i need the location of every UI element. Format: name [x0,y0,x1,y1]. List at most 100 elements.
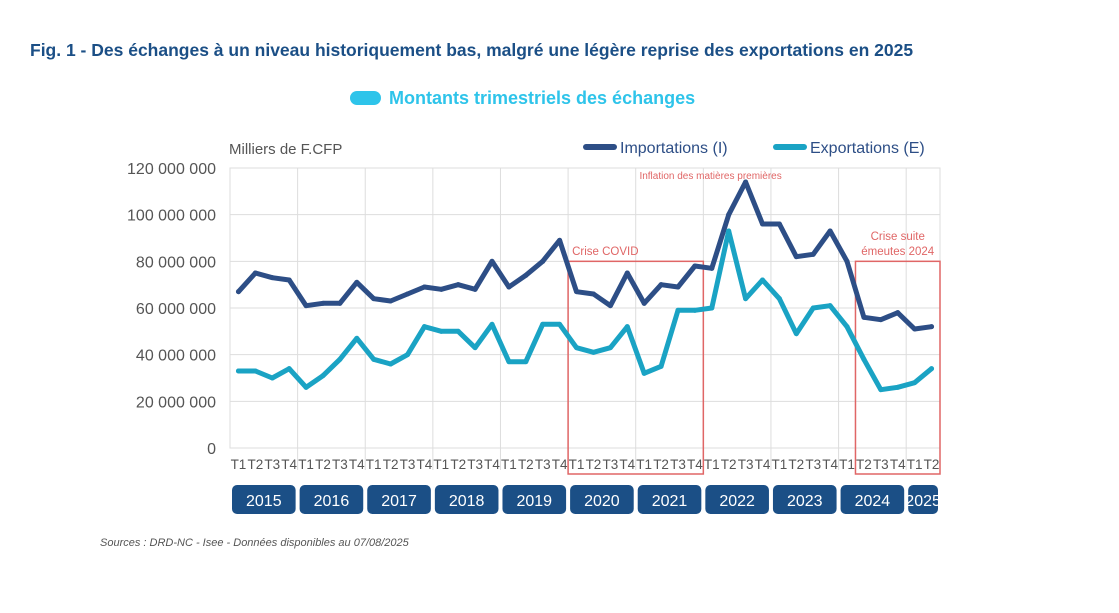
data-point [929,324,935,330]
data-point [303,303,309,309]
y-tick-label: 0 [207,441,216,458]
x-tick-label-quarter: T2 [856,457,872,472]
data-point [709,305,715,311]
data-point [844,324,850,330]
x-tick-label-quarter: T1 [636,457,652,472]
year-badge [705,485,769,514]
year-badge-label: 2023 [787,493,823,510]
annotation-box [567,260,705,475]
subtitle-text: Montants trimestriels des échanges [389,87,696,108]
data-point [844,258,850,264]
data-point [523,272,529,278]
data-point [658,363,664,369]
data-point [371,356,377,362]
x-tick-label-quarter: T3 [738,457,754,472]
data-point [895,384,901,390]
data-point [455,282,461,288]
y-tick-label: 80 000 000 [136,254,216,271]
data-point [472,286,478,292]
data-point [574,289,580,295]
data-point [895,310,901,316]
data-point [607,303,613,309]
data-point [303,384,309,390]
data-point [320,373,326,379]
x-tick-label-quarter: T1 [772,457,788,472]
data-point [286,277,292,283]
data-point [827,303,833,309]
data-point [624,270,630,276]
year-badge [299,485,364,514]
data-point [675,284,681,290]
data-point [760,221,765,227]
data-point [929,366,935,372]
data-point [878,317,884,323]
data-point [776,296,782,302]
data-point [641,370,647,376]
data-point [405,291,410,297]
data-point [354,279,360,285]
x-tick-label-quarter: T1 [501,457,517,472]
data-point [252,368,258,374]
data-point [269,375,275,381]
year-badge-label: 2018 [449,493,485,510]
x-tick-label-quarter: T2 [518,457,534,472]
x-tick-label-quarter: T4 [349,457,365,472]
x-tick-label-quarter: T4 [484,457,500,472]
x-tick-label-quarter: T3 [602,457,618,472]
x-tick-label-quarter: T3 [332,457,348,472]
annotation-label: Crise COVID [572,246,638,258]
x-tick-label-quarter: T1 [704,457,720,472]
year-badge-label: 2016 [314,493,350,510]
chart-subtitle: Montants trimestriels des échanges [350,86,695,110]
data-point [371,296,377,302]
series-line-imports [236,179,934,332]
data-point [269,275,275,281]
data-point [709,265,715,271]
data-point [590,349,596,355]
data-point [405,352,410,358]
data-point [641,300,647,306]
y-tick-label: 120 000 000 [127,161,216,178]
x-tick-label-quarter: T3 [670,457,686,472]
year-badge [570,485,634,514]
x-tick-label-quarter: T2 [721,457,737,472]
data-point [878,387,884,393]
data-point [658,282,664,288]
y-tick-label: 40 000 000 [136,348,216,365]
data-point [624,324,630,330]
data-point [726,212,732,218]
x-tick-label-quarter: T2 [924,457,940,472]
data-point [506,284,512,290]
y-tick-label: 60 000 000 [136,301,216,318]
data-point [455,328,461,334]
year-badge-label: 2021 [652,493,688,510]
data-point [421,324,427,330]
x-tick-label-quarter: T1 [839,457,855,472]
year-badge-label: 2025 [905,493,941,510]
x-tick-label-quarter: T3 [873,457,889,472]
x-tick-label-quarter: T4 [619,457,635,472]
data-point [388,361,394,367]
series-line-exports [236,228,934,393]
data-point [337,300,343,306]
data-point [743,179,749,185]
data-point [489,321,495,327]
data-point [438,286,444,292]
x-tick-label-quarter: T4 [417,457,433,472]
year-badge-label: 2015 [246,493,282,510]
year-badge [840,485,905,514]
x-tick-label-quarter: T3 [264,457,280,472]
x-tick-label-quarter: T1 [366,457,382,472]
data-point [286,366,292,372]
legend-label: Exportations (E) [810,140,925,157]
data-point [590,291,596,297]
year-badge [502,485,567,514]
x-tick-label-quarter: T1 [433,457,449,472]
x-tick-label-quarter: T4 [281,457,297,472]
data-point [760,277,765,283]
annotation-label: Crise suite [871,231,925,243]
x-tick-label-quarter: T4 [552,457,568,472]
data-point [861,314,867,320]
data-point [472,345,478,351]
chart-title: Fig. 1 - Des échanges à un niveau histor… [30,40,914,60]
